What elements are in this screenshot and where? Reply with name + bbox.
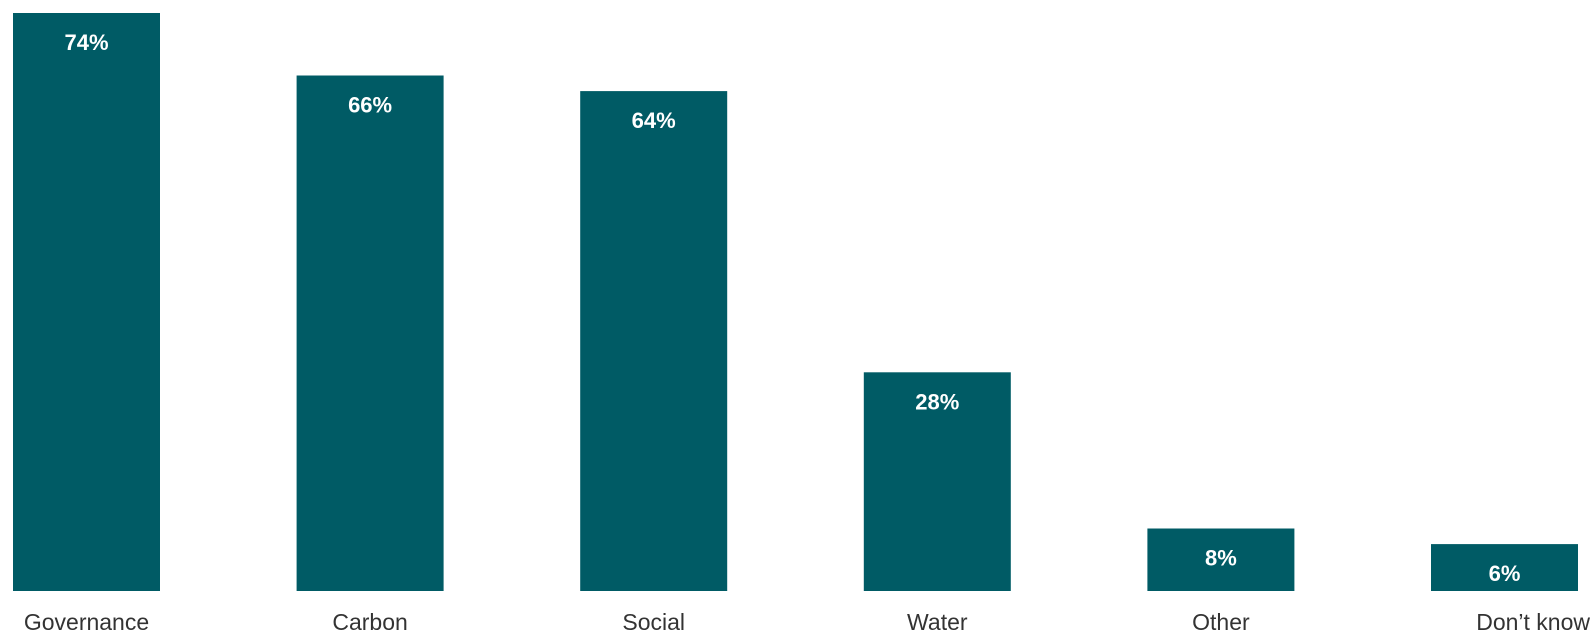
category-label: Carbon <box>332 609 407 635</box>
category-label: Governance <box>24 609 149 635</box>
category-label: Social <box>622 609 685 635</box>
category-label: Water <box>907 609 968 635</box>
bar-value-label: 6% <box>1489 561 1521 586</box>
category-label: Don’t know <box>1476 609 1590 635</box>
bar-value-label: 28% <box>915 389 959 414</box>
bar-value-label: 66% <box>348 93 392 118</box>
bar-other <box>1147 528 1295 591</box>
bar-social <box>580 91 728 591</box>
bar-governance <box>13 13 160 591</box>
value-labels-group: 74% 66% 64% 28% 8% 6% <box>64 30 1520 586</box>
bar-value-label: 8% <box>1205 546 1237 571</box>
bar-water <box>863 372 1011 591</box>
bar-carbon <box>296 75 444 591</box>
bar-value-label: 64% <box>632 108 676 133</box>
bars-group <box>13 13 1578 591</box>
bar-value-label: 74% <box>64 30 108 55</box>
bar-don-t-know <box>1431 544 1578 591</box>
category-labels-group: Governance Carbon Social Water Other Don’t kn… <box>24 609 1591 635</box>
category-label: Other <box>1192 609 1250 635</box>
